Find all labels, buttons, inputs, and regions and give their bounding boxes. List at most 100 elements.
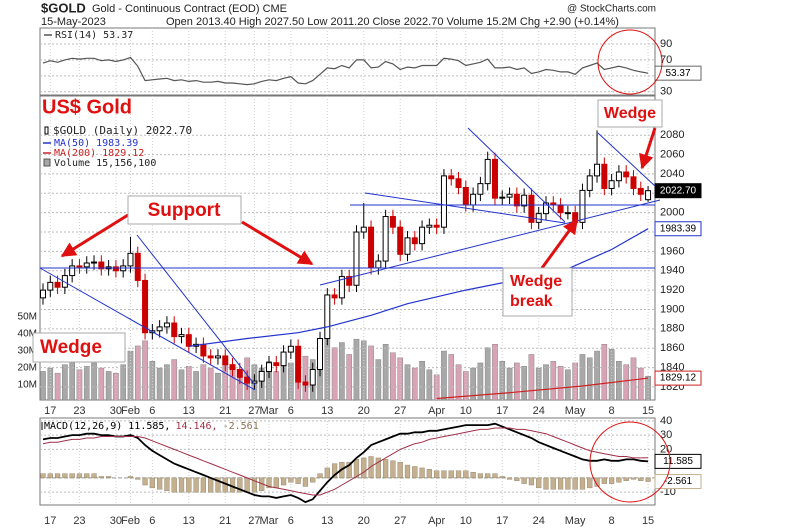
x-tick-label: 10 bbox=[460, 515, 472, 527]
y-tick-label: 2060 bbox=[660, 148, 684, 160]
histogram-bar bbox=[594, 477, 600, 487]
volume-bar bbox=[120, 364, 126, 401]
candle-body bbox=[112, 266, 119, 272]
candle-body bbox=[244, 376, 251, 384]
x-tick-label: 17 bbox=[496, 405, 508, 417]
candle-body bbox=[601, 163, 608, 189]
candle-body bbox=[608, 180, 615, 189]
volume-bar bbox=[185, 366, 192, 401]
histogram-bar bbox=[499, 476, 505, 479]
x-tick-label: Feb bbox=[121, 515, 140, 527]
volume-tick-label: 40M bbox=[18, 329, 37, 340]
candle-body bbox=[331, 294, 338, 299]
candle-body bbox=[127, 252, 134, 267]
candle-body bbox=[623, 171, 630, 178]
annotation-layer: US$ Gold Support Wedge Wedge Wedge break bbox=[32, 29, 671, 503]
histogram-bar bbox=[295, 477, 301, 484]
x-tick-label: 30 bbox=[110, 405, 122, 417]
y-tick-label: 30 bbox=[660, 429, 672, 441]
x-tick-label: Feb bbox=[121, 405, 140, 417]
x-tick-label: 13 bbox=[183, 515, 195, 527]
histogram-bar bbox=[470, 471, 476, 479]
legend-entry: 14.146, bbox=[175, 421, 217, 432]
histogram-bar bbox=[69, 473, 75, 479]
histogram-bar bbox=[572, 477, 578, 490]
volume-bar bbox=[273, 371, 280, 401]
candle-body bbox=[397, 226, 404, 255]
ma-value-tag-box bbox=[654, 370, 702, 386]
candle-body bbox=[171, 322, 178, 338]
histogram-bar bbox=[550, 477, 556, 490]
histogram-bar bbox=[579, 477, 586, 490]
moving-average bbox=[188, 228, 649, 347]
histogram-bar bbox=[193, 477, 199, 493]
y-tick-label: 1860 bbox=[660, 342, 684, 354]
candle-body bbox=[586, 175, 593, 191]
histogram-bar bbox=[390, 460, 396, 479]
candle-body bbox=[557, 204, 564, 214]
candle-body bbox=[499, 196, 506, 199]
volume-bar bbox=[499, 361, 506, 401]
arrow bbox=[639, 127, 657, 170]
histogram-bar bbox=[353, 459, 360, 479]
candle-body bbox=[178, 334, 185, 338]
y-tick-label: -10 bbox=[660, 486, 676, 498]
instrument-name: Gold - Continuous Contract (EOD) CME bbox=[92, 3, 287, 15]
candle-body bbox=[251, 380, 258, 384]
volume-bar bbox=[91, 362, 97, 401]
histogram-bar bbox=[178, 477, 185, 493]
candle-body bbox=[535, 213, 542, 223]
volume-bar bbox=[543, 364, 549, 401]
volume-bar bbox=[630, 357, 637, 401]
volume-bar bbox=[156, 367, 163, 401]
histogram-bar bbox=[40, 473, 46, 479]
y-tick-label: 1900 bbox=[660, 303, 684, 315]
candle-body bbox=[419, 226, 426, 245]
histogram-bar bbox=[521, 477, 527, 484]
candle-body bbox=[317, 338, 324, 371]
candle-body bbox=[594, 163, 601, 177]
volume-tick-label: 30M bbox=[18, 346, 37, 357]
x-tick-label: 21 bbox=[219, 515, 231, 527]
legend-entry: MACD(12,26,9) 11.585, bbox=[44, 421, 170, 432]
annotation-box bbox=[502, 267, 573, 317]
candle-body bbox=[54, 281, 61, 288]
histogram-bar bbox=[528, 477, 535, 486]
candle-body bbox=[477, 183, 484, 195]
histogram-bar bbox=[208, 477, 214, 493]
x-tick-label: 13 bbox=[321, 405, 333, 417]
volume-tick-label: 50M bbox=[18, 312, 37, 323]
y-tick-label: 1840 bbox=[660, 361, 684, 373]
candle-body bbox=[61, 275, 68, 288]
y-tick-label: 1940 bbox=[660, 265, 684, 277]
macd-value-tag-box bbox=[654, 453, 702, 469]
volume-bar bbox=[40, 371, 46, 401]
y-tick-label: 70 bbox=[660, 54, 672, 66]
histogram-bar bbox=[106, 476, 112, 479]
volume-bar bbox=[193, 371, 199, 401]
x-tick-label: 27 bbox=[394, 515, 406, 527]
highlight-circle bbox=[589, 421, 671, 503]
volume-bar bbox=[164, 364, 170, 401]
histogram-bar bbox=[565, 477, 571, 490]
candle-body bbox=[375, 260, 382, 269]
annotation: Wedge bbox=[40, 337, 102, 358]
candle-body bbox=[287, 345, 294, 353]
candle-body bbox=[40, 289, 46, 299]
histogram-bar bbox=[91, 473, 97, 479]
volume-bar bbox=[484, 347, 491, 401]
volume-bar bbox=[426, 369, 433, 401]
histogram-bar bbox=[412, 466, 418, 479]
volume-bar bbox=[557, 366, 564, 401]
volume-bar bbox=[200, 364, 207, 401]
ma-value-tag: 1983.39 bbox=[660, 223, 697, 234]
candle-body bbox=[309, 369, 316, 386]
histogram-bar bbox=[609, 477, 615, 484]
volume-bar bbox=[149, 361, 156, 401]
legend-entry: Volume 15,156,100 bbox=[54, 158, 156, 169]
y-tick-label: 2000 bbox=[660, 207, 684, 219]
candle-body bbox=[273, 362, 280, 367]
candle-body bbox=[426, 224, 433, 228]
candle-body bbox=[389, 216, 396, 228]
